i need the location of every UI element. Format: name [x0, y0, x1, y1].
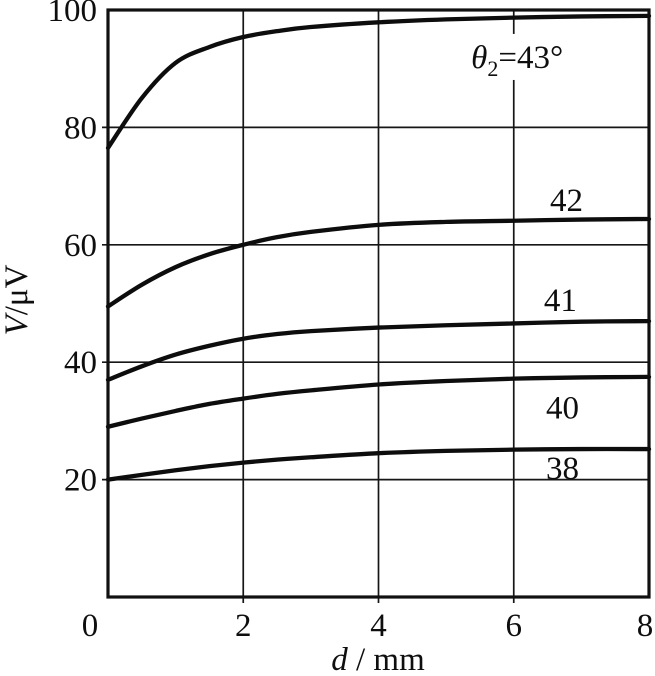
- y-tick-label-60: 60: [64, 228, 97, 264]
- series-label-38: 38: [546, 451, 579, 487]
- tick-labels-layer: 20 40 60 80 100 0 2 4 6 8: [48, 0, 654, 644]
- x-axis-label: d / mm: [331, 642, 425, 676]
- curves-layer: [105, 13, 652, 482]
- series-label-38-text: 38: [546, 451, 579, 487]
- curve-theta2-42: [105, 216, 652, 309]
- series-label-42: 42: [550, 183, 583, 219]
- plot-border: [106, 8, 651, 599]
- border-layer: [106, 8, 651, 599]
- x-axis-label-unit: / mm: [348, 642, 425, 676]
- series-label-41: 41: [544, 283, 577, 319]
- curve-theta2-43: [105, 13, 652, 151]
- x-tick-label-0: 0: [82, 608, 99, 644]
- x-tick-label-8: 8: [637, 608, 654, 644]
- y-axis-label-symbol: V: [0, 311, 35, 335]
- x-axis-label-symbol: d: [331, 642, 348, 676]
- annotations-layer: θ2=43° 42 41 40 38: [447, 33, 588, 487]
- grid-layer: [102, 10, 649, 603]
- y-tick-label-20: 20: [64, 463, 97, 499]
- theta-value: =43°: [498, 40, 563, 76]
- x-tick-label-4: 4: [370, 608, 387, 644]
- series-label-43: θ2=43°: [447, 33, 588, 81]
- theta-subscript: 2: [487, 56, 498, 81]
- y-tick-label-100: 100: [48, 0, 98, 29]
- series-label-43-text: θ2=43°: [471, 40, 563, 81]
- y-axis-label: V/μV: [0, 264, 35, 335]
- series-label-41-text: 41: [544, 283, 577, 319]
- x-tick-label-2: 2: [235, 608, 252, 644]
- y-tick-label-40: 40: [64, 345, 97, 381]
- y-axis-label-unit: /μV: [0, 264, 35, 315]
- series-label-40: 40: [546, 390, 579, 426]
- theta-symbol: θ: [471, 40, 487, 76]
- series-label-42-text: 42: [550, 183, 583, 219]
- x-tick-label-6: 6: [506, 608, 523, 644]
- y-tick-label-80: 80: [64, 110, 97, 146]
- curve-theta2-38: [105, 446, 652, 482]
- series-label-40-text: 40: [546, 390, 579, 426]
- curve-theta2-41: [105, 318, 652, 382]
- curve-theta2-40: [105, 374, 652, 429]
- series-label-43-background: [447, 33, 588, 80]
